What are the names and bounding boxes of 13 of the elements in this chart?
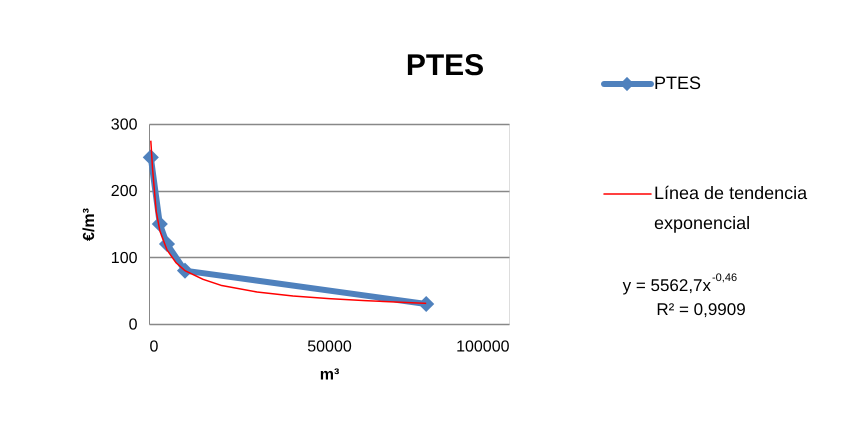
- x-tick-label: 100000: [456, 338, 510, 356]
- legend-label: PTES: [654, 73, 702, 93]
- x-tick-label: 0: [150, 338, 158, 356]
- x-axis-title: m³: [320, 366, 340, 384]
- legend-label: Línea de tendencia exponencial: [654, 183, 808, 233]
- y-tick-label: 300: [110, 116, 138, 134]
- x-tick-label: 50000: [307, 338, 352, 356]
- text: R² = 0,9909: [656, 300, 746, 319]
- y-axis-title: €/m³: [80, 208, 98, 241]
- y-tick-label: 0: [128, 316, 138, 334]
- y-tick-label: 100: [110, 250, 138, 267]
- y-tick-label: 200: [110, 183, 138, 200]
- chart-title: PTES: [406, 49, 484, 82]
